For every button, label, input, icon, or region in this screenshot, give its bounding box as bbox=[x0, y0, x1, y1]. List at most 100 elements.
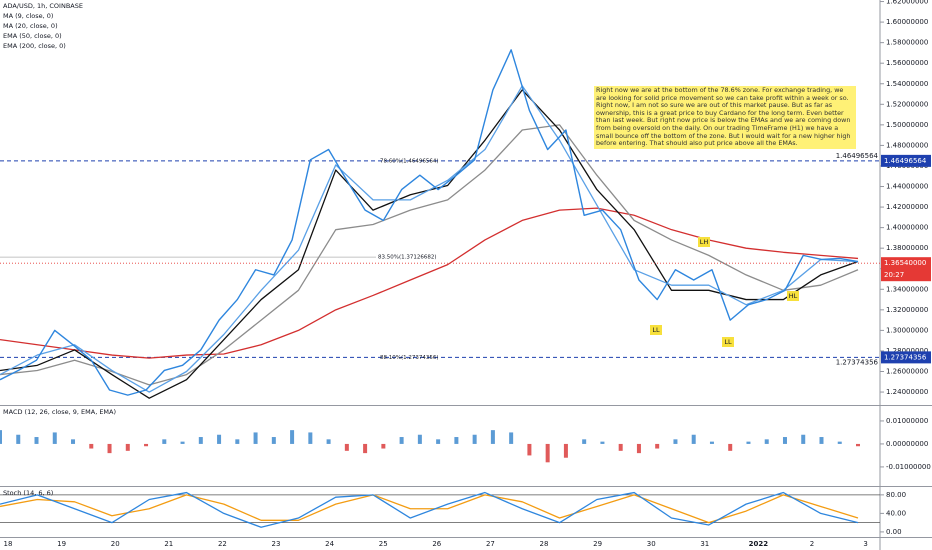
macd-bar bbox=[782, 437, 787, 444]
y-tick-label: 1.42000000 bbox=[886, 203, 928, 211]
y-tick-label: 40.00 bbox=[886, 509, 906, 517]
current-price-box bbox=[881, 257, 931, 282]
y-tick-label: 1.60000000 bbox=[886, 18, 928, 26]
x-tick-label: 30 bbox=[647, 540, 656, 548]
macd-bar bbox=[691, 434, 696, 444]
x-tick-label: 25 bbox=[379, 540, 388, 548]
macd-bar bbox=[52, 432, 57, 444]
y-tick-label: 0.00 bbox=[886, 528, 902, 536]
legend-entry: MA (9, close, 0) bbox=[3, 12, 53, 20]
y-tick-label: 1.34000000 bbox=[886, 285, 928, 293]
macd-bar bbox=[34, 437, 39, 444]
annotation: HL bbox=[789, 292, 798, 300]
level-value: 1.27374356 bbox=[836, 358, 879, 366]
macd-bar bbox=[107, 443, 112, 454]
y-tick-label: 1.58000000 bbox=[886, 39, 928, 47]
x-tick-label: 26 bbox=[432, 540, 441, 548]
indicator-line bbox=[0, 491, 859, 528]
x-tick-label: 3 bbox=[863, 540, 867, 548]
x-tick-label: 19 bbox=[57, 540, 66, 548]
macd-bar bbox=[417, 434, 422, 444]
macd-bar bbox=[71, 439, 76, 444]
macd-bar bbox=[89, 443, 94, 449]
macd-bar bbox=[545, 443, 550, 463]
macd-bar bbox=[472, 434, 477, 444]
indicator-line bbox=[0, 85, 859, 393]
macd-bar bbox=[0, 430, 2, 444]
macd-bar bbox=[217, 434, 222, 444]
macd-bar bbox=[582, 439, 587, 444]
x-tick-label: 22 bbox=[218, 540, 227, 548]
macd-bar bbox=[326, 439, 331, 444]
annotation: LH bbox=[700, 238, 709, 246]
pane-title: Stoch (14, 6, 6) bbox=[3, 489, 53, 497]
x-tick-label: 21 bbox=[164, 540, 173, 548]
annotation-box bbox=[698, 237, 710, 247]
level-value: 1.46496564 bbox=[836, 152, 879, 160]
macd-bar bbox=[308, 432, 313, 444]
y-tick-label: -0.01000000 bbox=[886, 463, 931, 471]
y-tick-label: 1.30000000 bbox=[886, 326, 928, 334]
y-tick-label: 1.38000000 bbox=[886, 244, 928, 252]
y-tick-label: 1.56000000 bbox=[886, 59, 928, 67]
macd-bar bbox=[837, 441, 842, 444]
price-line bbox=[0, 49, 859, 396]
macd-bar bbox=[235, 439, 240, 444]
macd-bar bbox=[563, 443, 568, 458]
macd-bar bbox=[363, 443, 368, 454]
macd-bar bbox=[655, 443, 660, 449]
macd-bar bbox=[344, 443, 349, 451]
note: Right now we are at the bottom of the 78… bbox=[594, 86, 856, 149]
macd-bar bbox=[253, 432, 258, 444]
x-tick-label: 28 bbox=[540, 540, 549, 548]
legend-entry: EMA (200, close, 0) bbox=[3, 42, 66, 50]
annotation-box bbox=[650, 325, 662, 335]
macd-bar bbox=[490, 430, 495, 444]
macd-bar bbox=[618, 443, 623, 451]
macd-bar bbox=[144, 443, 149, 447]
y-tick-label: 1.32000000 bbox=[886, 306, 928, 314]
indicator-line bbox=[0, 207, 859, 359]
level-fib-label: 88.10%(1.27374356) bbox=[380, 355, 439, 361]
macd-bar bbox=[436, 439, 441, 444]
macd-bar bbox=[819, 437, 824, 444]
indicator-line bbox=[0, 124, 859, 386]
macd-bar bbox=[399, 437, 404, 444]
macd-bar bbox=[162, 439, 167, 444]
annotation-box bbox=[722, 337, 734, 347]
x-tick-label: 24 bbox=[325, 540, 334, 548]
y-tick-label: 1.52000000 bbox=[886, 100, 928, 108]
macd-bar bbox=[801, 434, 806, 444]
x-tick-label: 29 bbox=[593, 540, 602, 548]
macd-bar bbox=[709, 441, 714, 444]
macd-bar bbox=[198, 437, 203, 444]
y-tick-label: 1.40000000 bbox=[886, 224, 928, 232]
macd-bar bbox=[636, 443, 641, 454]
y-tick-label: 1.24000000 bbox=[886, 388, 928, 396]
macd-bar bbox=[728, 443, 733, 451]
macd-bar bbox=[125, 443, 130, 451]
pane-title: ADA/USD, 1h, COINBASE bbox=[3, 2, 83, 10]
y-tick-label: 1.50000000 bbox=[886, 121, 928, 129]
macd-bar bbox=[746, 441, 751, 444]
countdown: 20:27 bbox=[884, 271, 904, 279]
macd-bar bbox=[454, 437, 459, 444]
indicator-line bbox=[0, 494, 859, 524]
x-tick-label: 27 bbox=[486, 540, 495, 548]
macd-bar bbox=[16, 434, 21, 444]
y-tick-label: 80.00 bbox=[886, 491, 906, 499]
annotation-box bbox=[787, 291, 799, 301]
level-box bbox=[881, 154, 931, 167]
macd-bar bbox=[673, 439, 678, 444]
x-tick-label: 20 bbox=[111, 540, 120, 548]
level-fib-label: 78.60%(1.46496564) bbox=[380, 158, 439, 164]
macd-bar bbox=[527, 443, 532, 456]
macd-bar bbox=[180, 441, 185, 444]
legend-entry: EMA (50, close, 0) bbox=[3, 32, 62, 40]
level-box-label: 1.46496564 bbox=[884, 157, 927, 165]
x-tick-label: 23 bbox=[272, 540, 281, 548]
x-tick-label: 18 bbox=[4, 540, 13, 548]
legend-entry: MA (20, close, 0) bbox=[3, 22, 58, 30]
